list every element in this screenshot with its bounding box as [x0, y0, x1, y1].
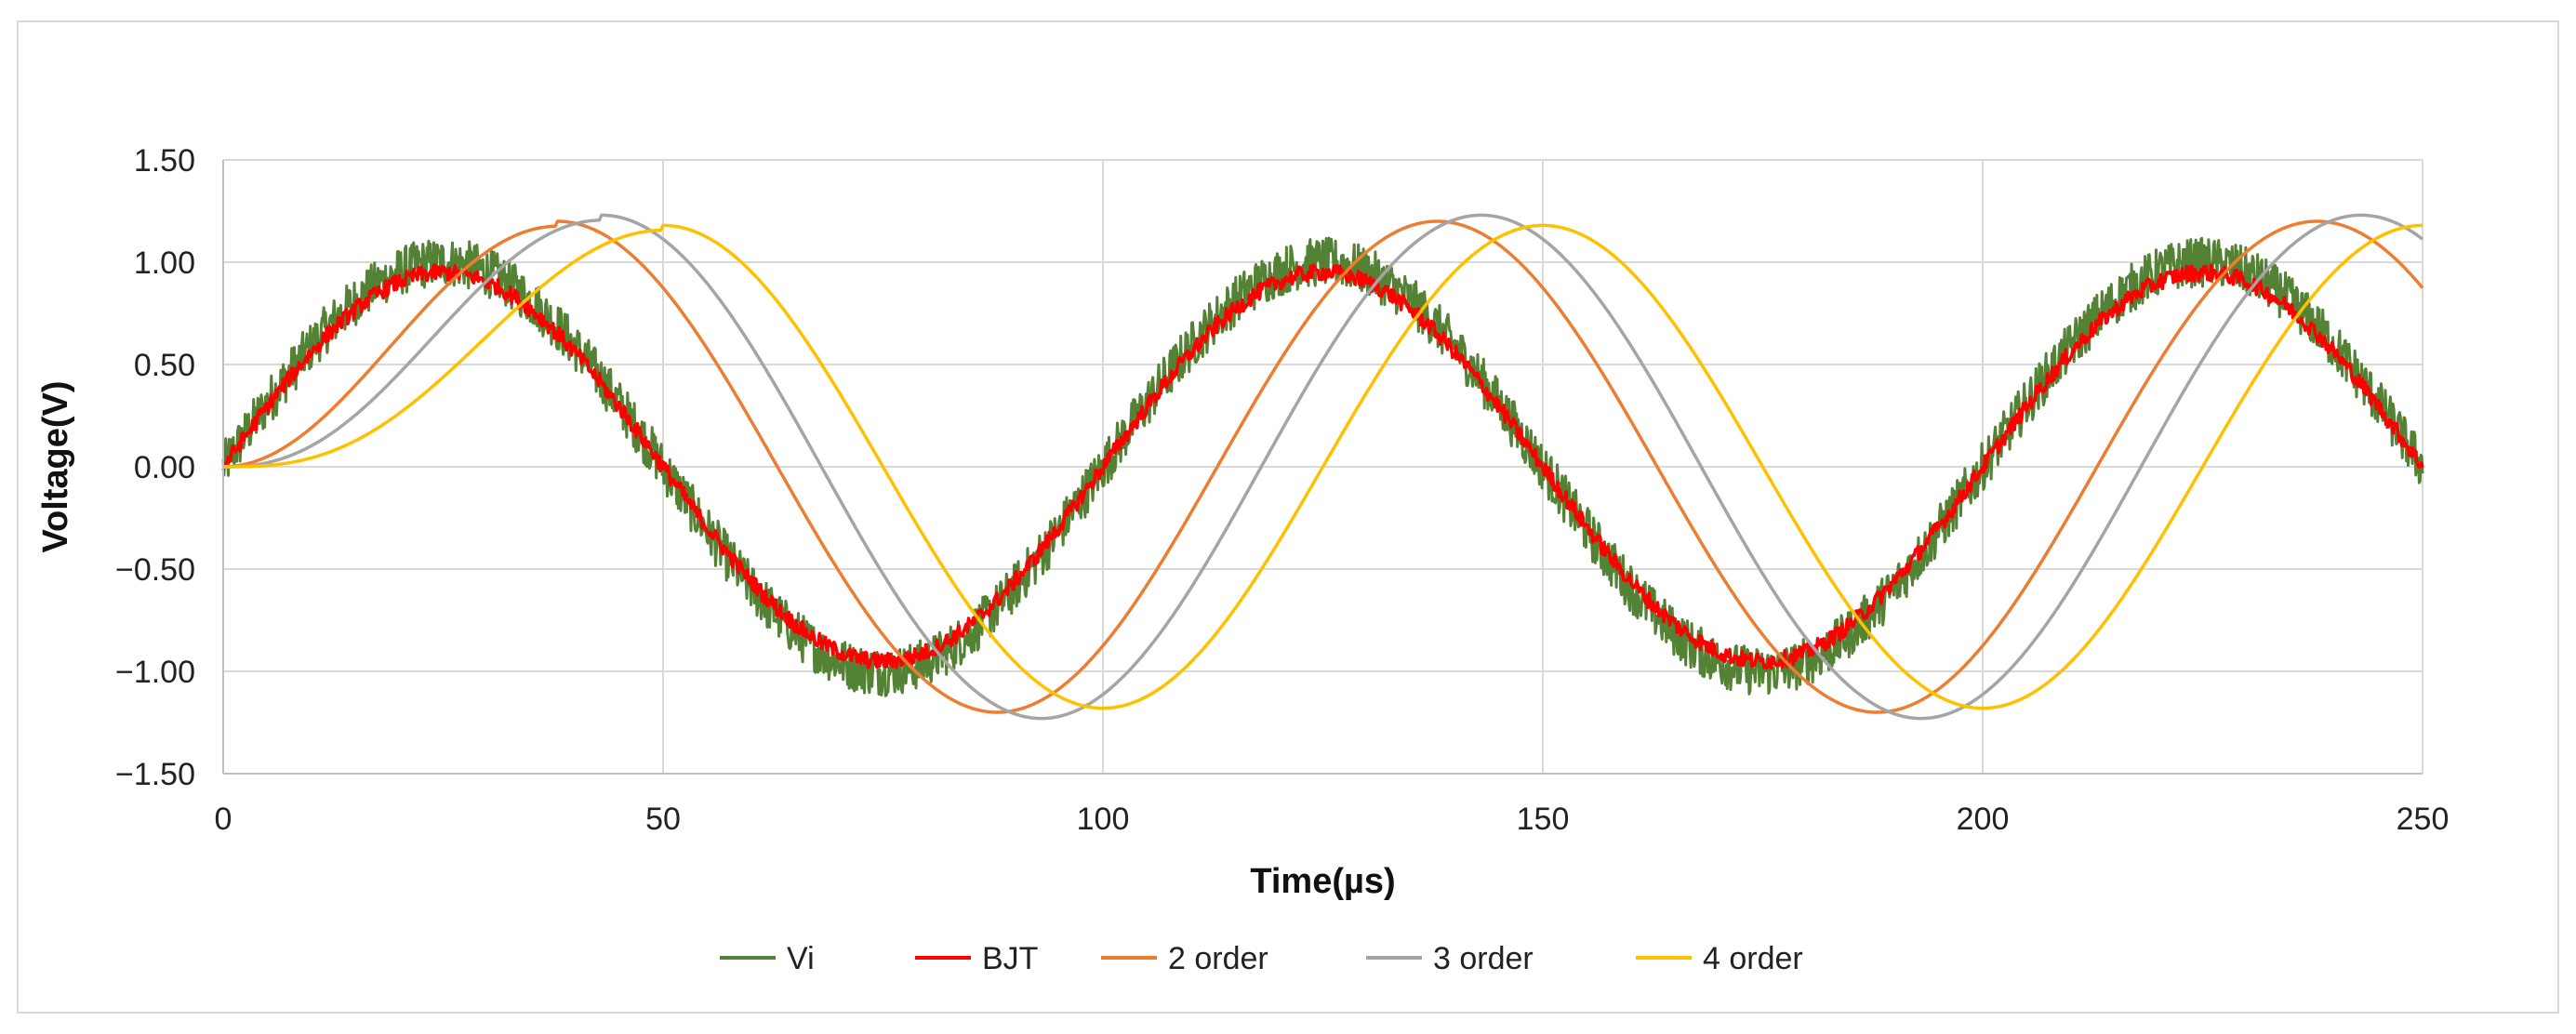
series-line-3-order: [223, 213, 2424, 721]
y-axis-title: Voltage(V): [36, 380, 75, 552]
series-line-4-order: [223, 223, 2423, 710]
tick-labels: −1.50 −1.00 −0.50 0.00 0.50 1.00 1.50 0 50 100 150…: [115, 143, 2449, 837]
x-tick-label: 200: [1957, 802, 2010, 837]
y-tick-label: −0.50: [115, 552, 195, 588]
y-tick-label: −1.00: [115, 655, 195, 690]
axes: [222, 160, 2423, 775]
y-tick-label: 1.00: [134, 245, 195, 281]
y-tick-label: −1.50: [115, 757, 195, 792]
legend-label: 2 order: [1168, 941, 1268, 976]
legend-label: BJT: [982, 941, 1038, 976]
legend-label: 3 order: [1433, 941, 1534, 976]
x-tick-label: 100: [1077, 802, 1130, 837]
x-tick-label: 50: [645, 802, 681, 837]
series-line-2-order: [223, 219, 2424, 714]
x-tick-label: 250: [2397, 802, 2450, 837]
legend-label: 4 order: [1703, 941, 1803, 976]
series-line-vi: [221, 236, 2424, 697]
x-axis-title: Time(µs): [1250, 862, 1395, 901]
chart-frame: [17, 20, 2559, 1014]
x-tick-label: 150: [1517, 802, 1570, 837]
x-tick-label: 0: [215, 802, 232, 837]
series-line-bjt: [221, 262, 2424, 670]
y-tick-label: 1.50: [134, 143, 195, 179]
y-tick-label: 0.00: [134, 450, 195, 485]
series-layer: [221, 213, 2424, 721]
legend: Vi BJT 2 order 3 order 4 order: [720, 941, 1803, 976]
y-tick-label: 0.50: [134, 348, 195, 383]
legend-label: Vi: [787, 941, 815, 976]
